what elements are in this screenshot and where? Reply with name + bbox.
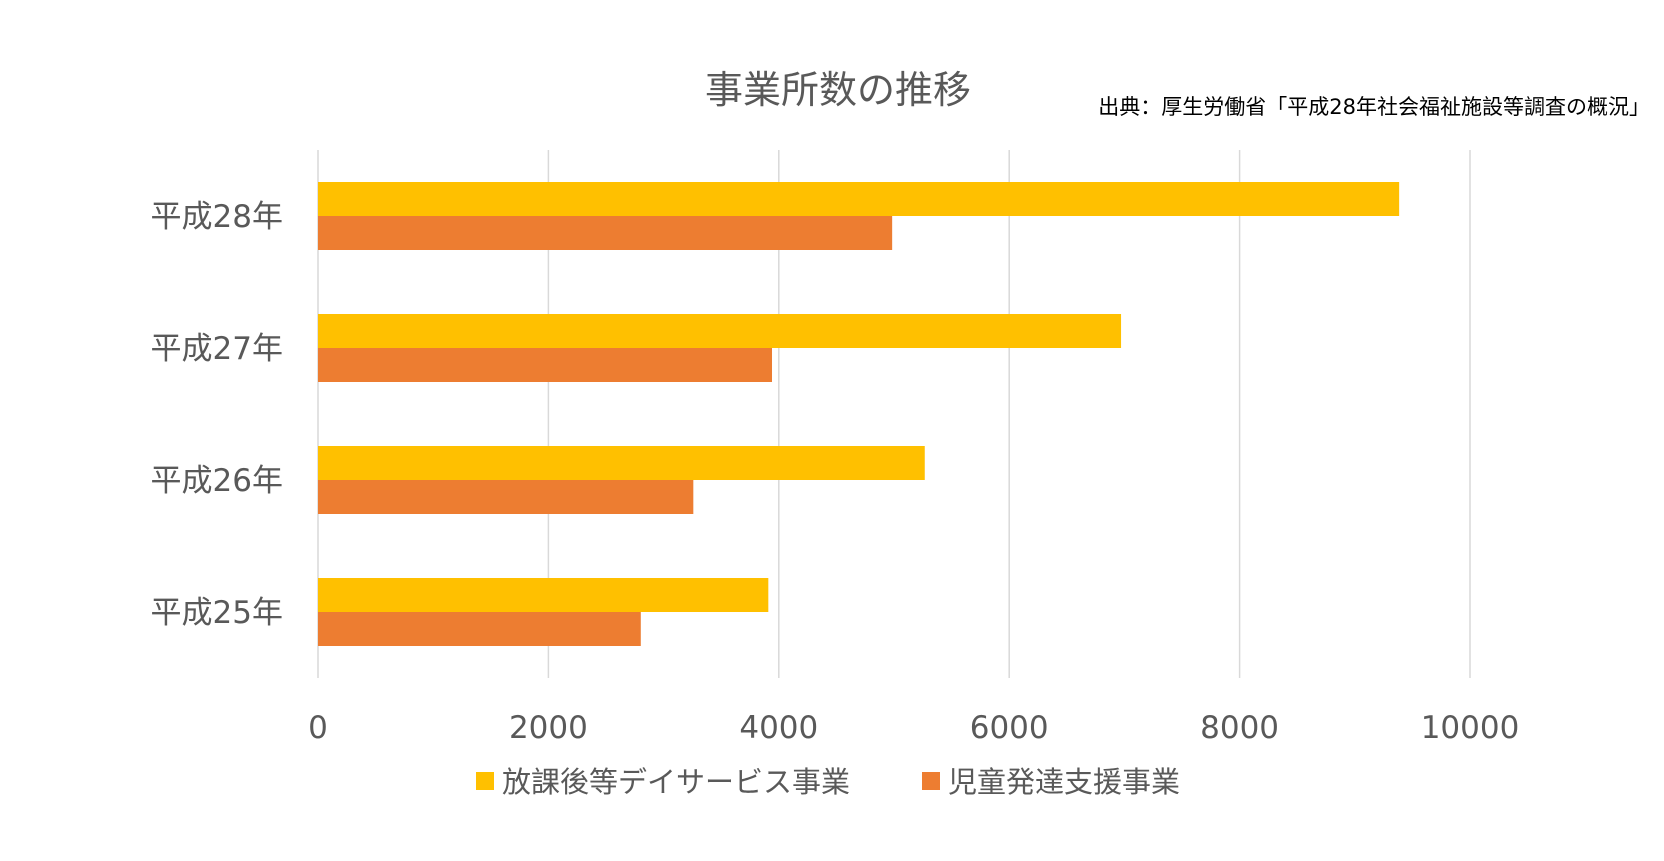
bar-afterschool-3 [318,578,769,612]
x-tick-label-4000: 4000 [739,710,818,746]
category-label-1: 平成27年 [151,331,283,367]
bar-afterschool-1 [318,314,1122,348]
bar-development-0 [318,216,893,250]
category-label-3: 平成25年 [151,595,283,631]
bar-afterschool-2 [318,446,925,480]
x-tick-label-0: 0 [308,710,328,746]
legend-label-development: 児童発達支援事業 [948,765,1180,799]
bars [318,182,1400,646]
bar-development-1 [318,348,773,382]
bar-development-2 [318,480,694,514]
chart-title: 事業所数の推移 [705,68,971,112]
x-tick-label-2000: 2000 [509,710,588,746]
legend-swatch-development [922,772,940,790]
category-label-2: 平成26年 [151,463,283,499]
legend-swatch-afterschool [476,772,494,790]
legend-label-afterschool: 放課後等デイサービス事業 [502,765,850,799]
x-tick-label-8000: 8000 [1200,710,1279,746]
x-tick-label-10000: 10000 [1421,710,1520,746]
source-annotation: 出典：厚生労働省「平成28年社会福祉施設等調査の概況」 [1098,95,1650,119]
x-tick-label-6000: 6000 [970,710,1049,746]
legend: 放課後等デイサービス事業 児童発達支援事業 [476,765,1180,799]
bar-afterschool-0 [318,182,1400,216]
x-axis-ticks: 0 2000 4000 6000 8000 10000 [308,710,1519,746]
category-label-0: 平成28年 [151,199,283,235]
bar-development-3 [318,612,641,646]
